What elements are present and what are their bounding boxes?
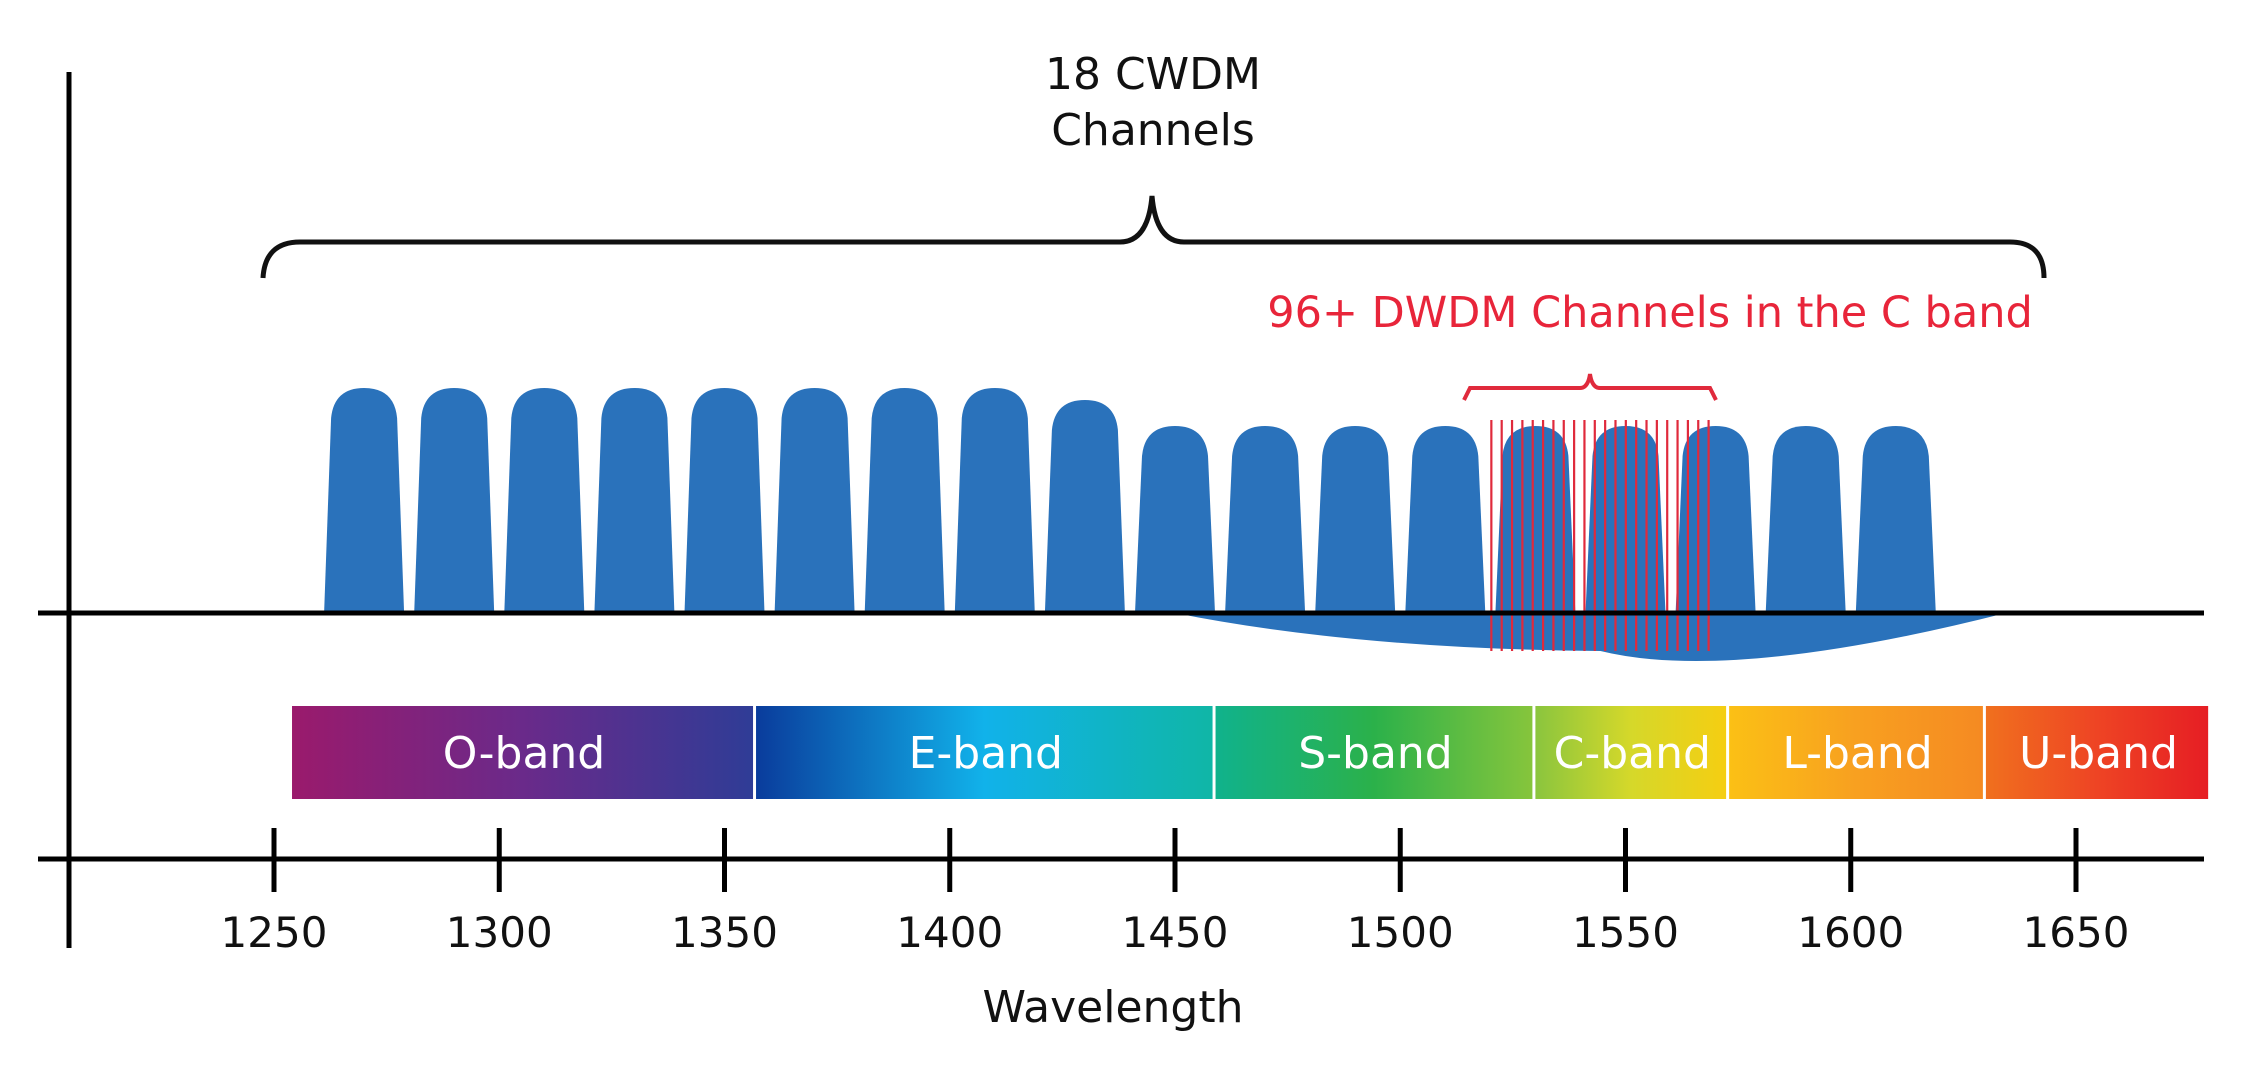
cwdm-channel (1855, 426, 1936, 613)
dwdm-label: 96+ DWDM Channels in the C band (1267, 288, 2033, 338)
c-band-amplifier-bump (1175, 613, 2006, 662)
band-label: E-band (909, 728, 1063, 779)
band-label: O-band (443, 728, 605, 779)
band-s-band (1215, 706, 1533, 799)
cwdm-title-line2: Channels (1051, 105, 1255, 156)
tick-label: 1350 (671, 908, 778, 957)
tick-label: 1450 (1122, 908, 1229, 957)
cwdm-channel (1495, 426, 1576, 613)
tick-label: 1600 (1797, 908, 1904, 957)
band-label: C-band (1554, 728, 1711, 779)
cwdm-channel (684, 388, 765, 613)
cwdm-channel (954, 388, 1035, 613)
tick-label: 1550 (1572, 908, 1679, 957)
tick-label: 1300 (446, 908, 553, 957)
cwdm-channel (1044, 400, 1125, 613)
cwdm-channel (1225, 426, 1306, 613)
cwdm-channel (504, 388, 585, 613)
cwdm-brace (260, 195, 2047, 279)
cwdm-channel (1675, 426, 1756, 613)
band-label: S-band (1298, 728, 1453, 779)
band-o-band (292, 706, 754, 799)
cwdm-channel (1405, 426, 1486, 613)
cwdm-channel (864, 388, 945, 613)
cwdm-channel (594, 388, 675, 613)
dwdm-brace (1462, 373, 1718, 401)
band-u-band (1985, 706, 2209, 799)
cwdm-channel (1765, 426, 1846, 613)
band-l-band (1729, 706, 1983, 799)
band-label: L-band (1782, 728, 1932, 779)
cwdm-channel (324, 388, 405, 613)
wavelength-ticks: 1250 1300 1350 1400 1450 1500 1550 1600 1650 (221, 828, 2130, 957)
cwdm-channel (414, 388, 495, 613)
cwdm-channels (324, 388, 1936, 613)
band-label: U-band (2019, 728, 2178, 779)
band-c-band (1535, 706, 1727, 799)
cwdm-channel (774, 388, 855, 613)
x-axis-label: Wavelength (982, 982, 1243, 1033)
cwdm-channel (1315, 426, 1396, 613)
tick-label: 1650 (2023, 908, 2130, 957)
wavelength-bands: O-band E-band S-band C-band L-band U-band (292, 706, 2209, 799)
tick-label: 1400 (896, 908, 1003, 957)
cwdm-channel (1135, 426, 1215, 613)
tick-label: 1500 (1347, 908, 1454, 957)
band-e-band (756, 706, 1213, 799)
cwdm-title-line1: 18 CWDM (1045, 49, 1261, 100)
tick-label: 1250 (221, 908, 328, 957)
